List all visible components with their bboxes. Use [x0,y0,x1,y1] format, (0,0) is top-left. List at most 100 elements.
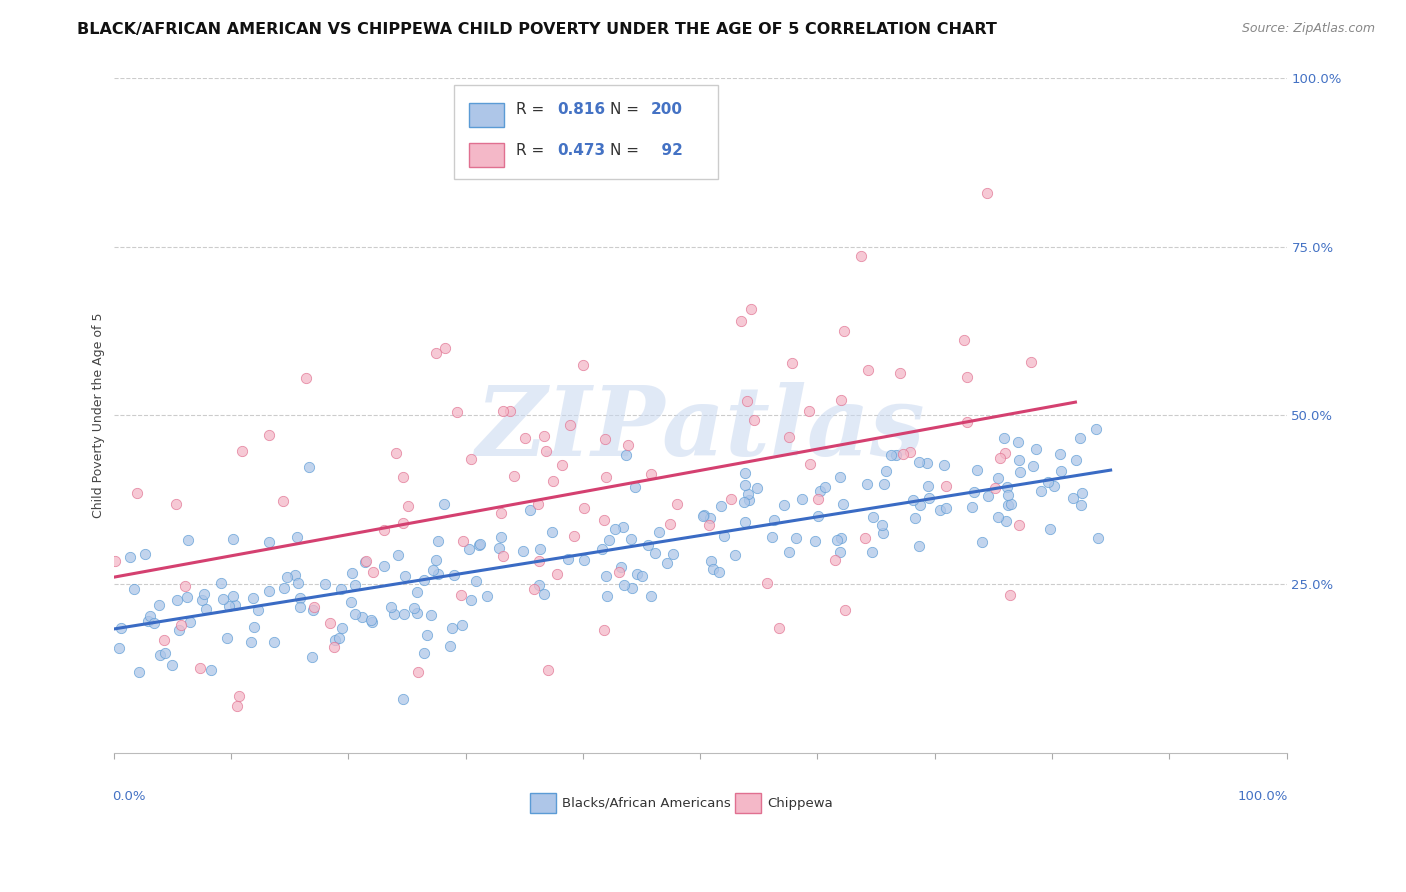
Point [439,639,461,653]
Point [997,499,1019,513]
Point [314,577,336,591]
Point [710,499,733,513]
Point [288,591,311,605]
Point [730,314,752,328]
Point [247,603,270,617]
Point [808,483,831,498]
Point [122,582,145,596]
Point [108,641,131,656]
Point [693,508,716,522]
Point [191,593,214,607]
Point [849,249,872,263]
Point [763,513,786,527]
Point [875,464,897,478]
Point [329,582,352,596]
Point [834,603,856,617]
Point [963,484,986,499]
Point [792,492,814,507]
Point [734,477,756,491]
Point [546,567,568,582]
Point [735,394,758,409]
Point [460,593,482,607]
Point [224,599,246,613]
Point [592,623,614,637]
Point [450,618,472,632]
Point [918,491,941,505]
Point [110,621,132,635]
Point [1069,431,1091,445]
Point [697,517,720,532]
Point [657,556,679,570]
Point [935,501,957,516]
Point [125,486,148,500]
Point [612,520,634,534]
Point [166,593,188,607]
Point [149,648,172,662]
Point [572,501,595,516]
Point [446,405,468,419]
Point [607,565,630,579]
Point [977,489,1000,503]
Point [427,533,450,548]
Point [541,474,564,488]
Point [285,530,308,544]
Point [755,575,778,590]
Point [177,533,200,547]
Point [907,455,929,469]
Point [593,432,616,446]
Point [799,457,821,471]
Point [513,431,536,445]
Point [621,582,644,596]
Text: R =: R = [516,143,550,158]
Point [330,621,353,635]
Point [302,600,325,615]
Point [425,346,447,360]
Point [976,186,998,200]
Point [353,555,375,569]
Text: Chippewa: Chippewa [766,797,832,810]
Point [380,600,402,615]
Text: Source: ZipAtlas.com: Source: ZipAtlas.com [1241,22,1375,36]
Point [416,628,439,642]
Point [128,665,150,680]
Point [994,514,1017,528]
Point [1085,422,1108,436]
Point [257,535,280,549]
Point [489,530,512,544]
Point [733,495,755,509]
Point [354,554,377,568]
Point [460,451,482,466]
Point [343,578,366,592]
Point [529,577,551,591]
Point [720,491,742,506]
Point [392,607,415,621]
Point [966,463,988,477]
Point [620,532,643,546]
Point [392,470,415,484]
Point [990,450,1012,465]
Point [956,415,979,429]
Point [574,553,596,567]
Point [953,333,976,347]
Point [470,537,492,551]
Point [744,413,766,427]
Text: Blacks/African Americans: Blacks/African Americans [562,797,731,810]
Point [492,403,515,417]
Point [136,614,159,628]
Point [898,445,921,459]
Point [803,533,825,548]
Point [987,509,1010,524]
Point [993,431,1015,445]
Text: 0.816: 0.816 [557,103,605,117]
Text: N =: N = [610,143,638,158]
Text: 0.473: 0.473 [557,143,605,158]
Point [1010,465,1032,479]
Point [617,438,640,452]
Point [412,646,434,660]
Point [396,499,419,513]
Point [218,599,240,614]
Point [872,525,894,540]
Point [502,468,524,483]
Point [562,528,585,542]
Point [666,497,689,511]
